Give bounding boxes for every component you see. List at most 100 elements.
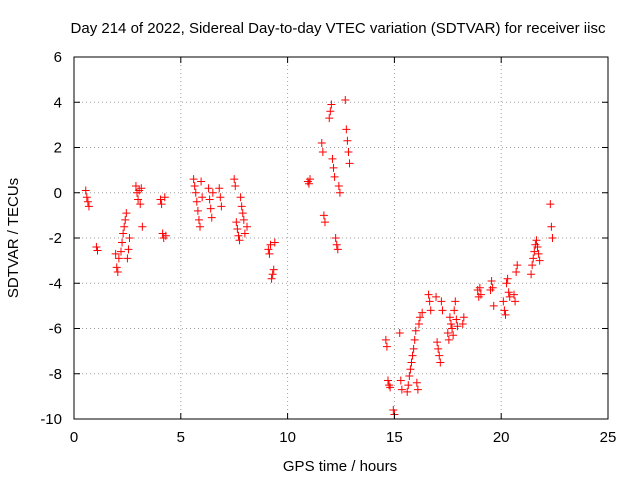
data-point [344,148,353,157]
data-point [198,193,207,202]
data-point [270,238,279,247]
data-point [114,254,123,263]
chart-title: Day 214 of 2022, Sidereal Day-to-day VTE… [71,20,606,37]
data-point [238,209,247,218]
data-point [546,200,555,209]
data-point [510,290,519,299]
data-point [266,240,275,249]
y-tick-label: 0 [54,185,62,202]
data-point [408,351,417,360]
data-point [512,267,521,276]
data-point [475,283,484,292]
data-point [499,297,508,306]
data-point [449,331,458,340]
data-point [264,245,273,254]
x-tick-label: 20 [493,429,510,446]
data-point [232,218,241,227]
data-point [156,195,165,204]
data-point [435,351,444,360]
data-point [342,125,351,134]
data-point [112,263,121,272]
data-point [341,95,350,104]
data-point [411,326,420,335]
data-point [325,114,334,123]
data-point [267,274,276,283]
data-point [459,313,468,322]
data-point [407,358,416,367]
data-point [343,136,352,145]
data-point [530,247,539,256]
data-point [382,342,391,351]
data-point [476,290,485,299]
data-point [535,256,544,265]
data-point [487,276,496,285]
data-point [190,181,199,190]
data-point [118,238,127,247]
data-point [453,322,462,331]
data-point [196,222,205,231]
data-point [207,213,216,222]
data-point [396,376,405,385]
data-point [329,163,338,172]
data-point [189,175,198,184]
data-point [528,261,537,270]
data-point [335,188,344,197]
data-point [81,186,90,195]
data-point [206,204,215,213]
data-point [437,297,446,306]
data-point [318,148,327,157]
data-point [326,107,335,116]
data-point [268,270,277,279]
data-point [84,202,93,211]
data-point [531,240,540,249]
data-point [424,290,433,299]
data-point [303,177,312,186]
data-point [548,234,557,242]
data-point [447,319,456,328]
data-point [133,188,142,197]
data-point [505,292,514,301]
data-point [448,324,457,333]
data-point [306,175,315,184]
data-point [192,197,201,206]
data-point [239,215,248,224]
y-tick-label: 2 [54,140,62,157]
data-point [547,222,556,231]
data-point [317,138,326,147]
data-point [125,234,134,242]
data-point [113,267,122,276]
data-point [436,358,445,367]
data-point [330,172,339,181]
data-point [444,335,453,344]
data-point [265,249,274,258]
data-point [432,292,441,301]
data-point [533,243,542,252]
data-point [452,315,461,324]
data-point [474,292,483,301]
data-point [389,405,398,414]
data-point [414,319,423,328]
data-point [418,308,427,317]
x-tick-label: 15 [386,429,403,446]
data-point [410,335,419,344]
data-point [529,254,538,263]
data-point [416,313,425,322]
data-point [534,249,543,258]
data-point [413,385,422,394]
data-point [138,222,147,231]
data-point [231,181,240,190]
x-tick-label: 5 [177,429,185,446]
data-point [412,378,421,387]
data-point [381,335,390,344]
data-point [93,246,102,255]
data-point [409,344,418,353]
data-point [304,179,313,188]
data-point [489,301,498,310]
data-point [445,313,454,322]
data-point [328,154,337,163]
data-point [240,229,249,238]
data-point [334,181,343,190]
data-point [385,381,394,390]
data-point [319,211,328,220]
data-point [443,329,452,338]
